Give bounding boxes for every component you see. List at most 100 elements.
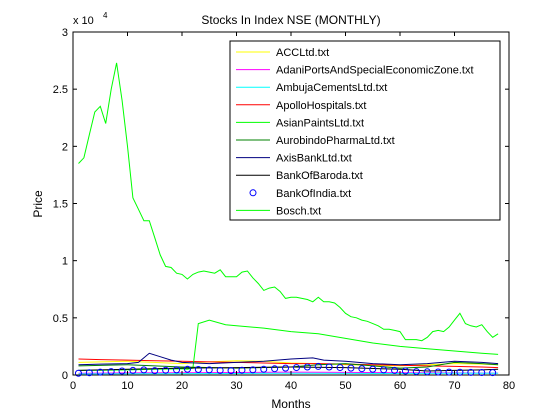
data-point: [380, 366, 388, 374]
data-point: [74, 369, 82, 377]
x-axis-label: Months: [271, 397, 310, 411]
x-tick-label: 60: [394, 380, 406, 392]
data-point: [347, 364, 355, 372]
x-tick-label: 50: [339, 380, 351, 392]
legend-label: BankOfBaroda.txt: [276, 170, 363, 182]
legend-entry: AsianPaintsLtd.txt: [236, 117, 364, 129]
data-point: [445, 368, 453, 376]
data-point: [358, 365, 366, 373]
x-tick-label: 70: [448, 380, 460, 392]
series-8: [78, 366, 499, 372]
series-layer: [74, 62, 499, 377]
data-point: [478, 368, 486, 376]
legend-entry: ApolloHospitals.txt: [236, 100, 367, 112]
data-point: [216, 366, 224, 374]
x-tick-label: 40: [285, 380, 297, 392]
data-point: [271, 365, 279, 373]
y-tick-label: 3: [62, 27, 68, 39]
legend-label: Bosch.txt: [276, 205, 321, 217]
data-point: [107, 368, 115, 376]
series-line: [78, 361, 499, 369]
series-9: [74, 362, 497, 377]
legend-entries: ACCLtd.txt AdaniPortsAndSpecialEconomicZo…: [236, 47, 474, 217]
series-4: [78, 358, 499, 369]
y-tick-label: 1: [62, 256, 68, 268]
legend: ACCLtd.txt AdaniPortsAndSpecialEconomicZo…: [229, 40, 501, 221]
legend-label: ApolloHospitals.txt: [276, 100, 367, 112]
data-point: [434, 368, 442, 376]
data-point: [194, 366, 202, 374]
data-point: [282, 364, 290, 372]
data-point: [314, 362, 322, 370]
series-line: [78, 366, 499, 372]
chart-title: Stocks In Index NSE (MONTHLY): [201, 13, 380, 27]
legend-label: AmbujaCementsLtd.txt: [276, 82, 387, 94]
data-point: [151, 367, 159, 375]
data-point: [238, 366, 246, 374]
data-point: [260, 365, 268, 373]
legend-label: ACCLtd.txt: [276, 47, 329, 59]
series-line: [78, 352, 499, 366]
y-tick-label: 1.5: [53, 199, 68, 211]
legend-entry: AxisBankLtd.txt: [236, 153, 352, 165]
y-tick-label: 0.5: [53, 313, 68, 325]
series-line: [78, 319, 499, 371]
legend-label: AdaniPortsAndSpecialEconomicZone.txt: [276, 65, 474, 77]
data-point: [369, 365, 377, 373]
y-tick-label: 2: [62, 141, 68, 153]
legend-label: AsianPaintsLtd.txt: [276, 117, 364, 129]
data-point: [467, 368, 475, 376]
data-point: [173, 366, 181, 374]
axis-ticks: 0 10 20 30 40 50 60 70 80 0 0.5 1 1.5 2 2.5 3: [53, 27, 515, 392]
data-point: [456, 368, 464, 376]
x-tick-label: 20: [176, 380, 188, 392]
y-exponent-label: x 10: [73, 15, 94, 27]
series-6: [78, 361, 499, 369]
data-point: [303, 363, 311, 371]
data-point: [140, 366, 148, 374]
data-point: [336, 364, 344, 372]
data-point: [423, 368, 431, 376]
x-tick-label: 10: [121, 380, 133, 392]
data-point: [412, 368, 420, 376]
series-5: [78, 319, 499, 371]
legend-swatch: [249, 189, 257, 197]
data-point: [391, 366, 399, 374]
data-point: [489, 369, 497, 377]
legend-entry: ACCLtd.txt: [236, 47, 329, 59]
legend-label: AurobindoPharmaLtd.txt: [276, 135, 395, 147]
data-point: [85, 369, 93, 377]
data-point: [401, 367, 409, 375]
data-point: [227, 367, 235, 375]
data-point: [129, 366, 137, 374]
x-tick-label: 80: [503, 380, 515, 392]
legend-entry: AurobindoPharmaLtd.txt: [236, 135, 395, 147]
legend-label: BankOfIndia.txt: [276, 188, 351, 200]
data-point: [183, 365, 191, 373]
data-point: [162, 366, 170, 374]
series-7: [78, 352, 499, 366]
x-tick-label: 30: [230, 380, 242, 392]
data-point: [96, 368, 104, 376]
legend-entry: BankOfBaroda.txt: [236, 170, 363, 182]
x-tick-label: 0: [70, 380, 76, 392]
data-point: [205, 366, 213, 374]
series-10: [78, 62, 499, 342]
series-line: [78, 358, 499, 369]
legend-entry: AmbujaCementsLtd.txt: [236, 82, 387, 94]
legend-label: AxisBankLtd.txt: [276, 153, 352, 165]
y-tick-label: 2.5: [53, 84, 68, 96]
legend-entry: BankOfIndia.txt: [249, 188, 351, 200]
legend-entry: AdaniPortsAndSpecialEconomicZone.txt: [236, 65, 474, 77]
y-tick-label: 0: [62, 370, 68, 382]
data-point: [118, 367, 126, 375]
y-exponent-power: 4: [103, 11, 108, 20]
legend-entry: Bosch.txt: [236, 205, 321, 217]
data-point: [249, 366, 257, 374]
y-axis-label: Price: [31, 190, 45, 218]
series-line: [78, 62, 499, 342]
data-point: [325, 363, 333, 371]
legend-box: [229, 40, 501, 221]
data-point: [292, 364, 300, 372]
